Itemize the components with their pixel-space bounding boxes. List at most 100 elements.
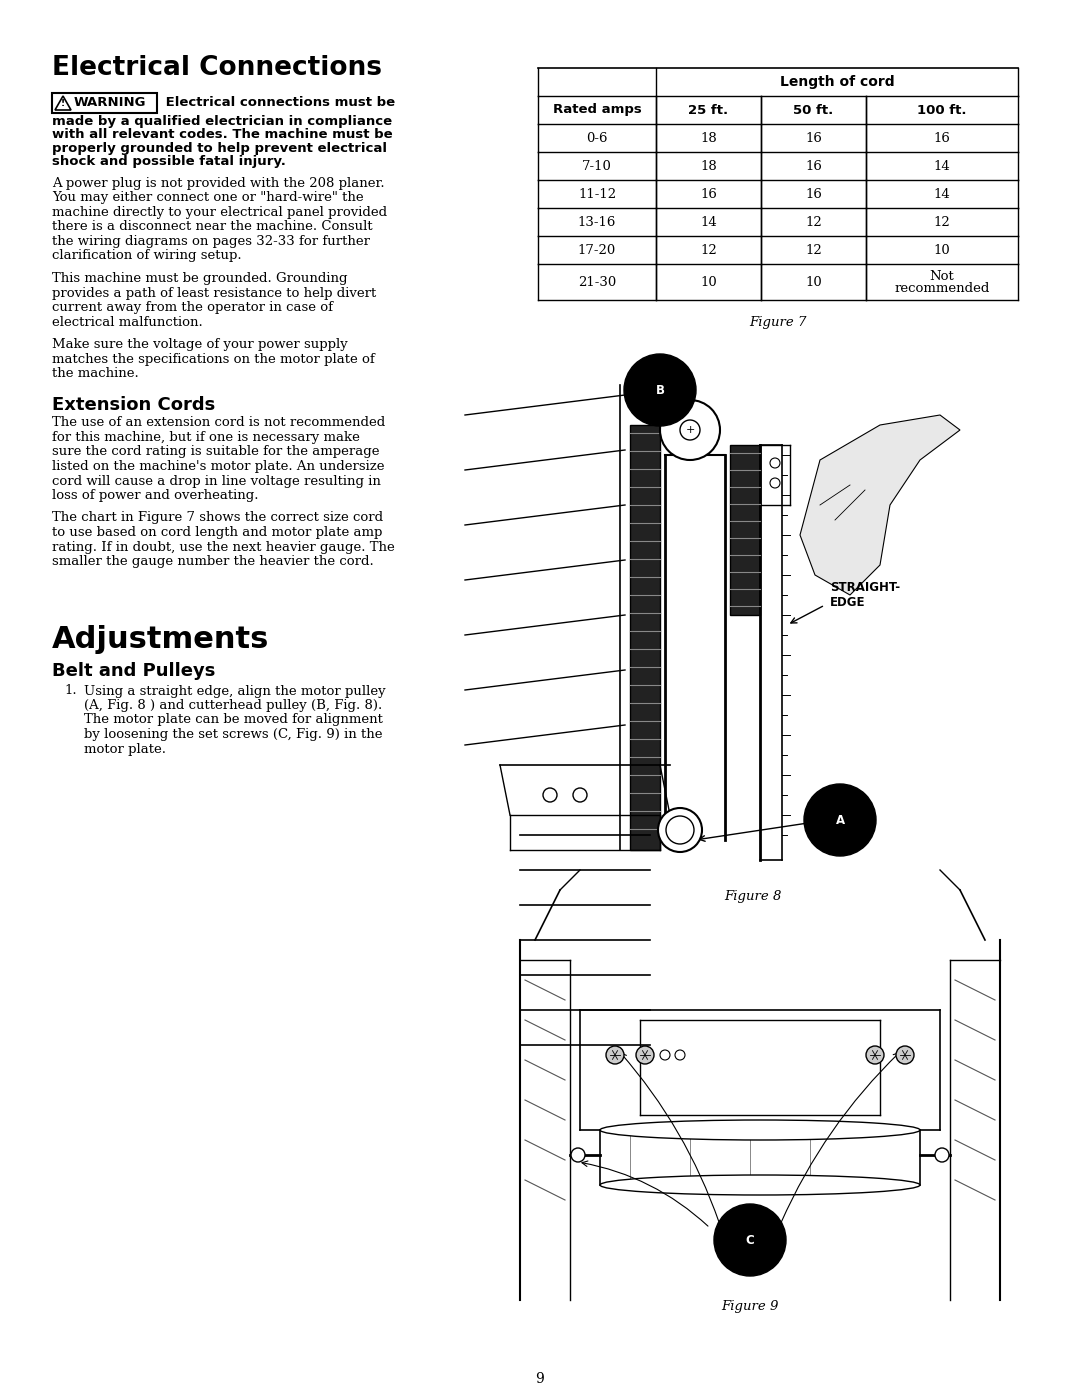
Text: the machine.: the machine. — [52, 367, 138, 380]
Text: rating. If in doubt, use the next heavier gauge. The: rating. If in doubt, use the next heavie… — [52, 541, 395, 553]
Circle shape — [573, 788, 588, 802]
Text: provides a path of least resistance to help divert: provides a path of least resistance to h… — [52, 286, 376, 299]
Text: 16: 16 — [805, 131, 822, 144]
Text: listed on the machine's motor plate. An undersize: listed on the machine's motor plate. An … — [52, 460, 384, 474]
Circle shape — [680, 420, 700, 440]
Text: STRAIGHT-
EDGE: STRAIGHT- EDGE — [831, 581, 900, 609]
Circle shape — [571, 1148, 585, 1162]
Text: 14: 14 — [933, 187, 950, 201]
Text: motor plate.: motor plate. — [84, 742, 166, 756]
Text: to use based on cord length and motor plate amp: to use based on cord length and motor pl… — [52, 527, 382, 539]
FancyBboxPatch shape — [52, 94, 157, 113]
Text: Electrical Connections: Electrical Connections — [52, 54, 382, 81]
Text: there is a disconnect near the machine. Consult: there is a disconnect near the machine. … — [52, 221, 373, 233]
Text: 16: 16 — [700, 187, 717, 201]
Text: 12: 12 — [700, 243, 717, 257]
Text: electrical malfunction.: electrical malfunction. — [52, 316, 203, 328]
Text: 14: 14 — [933, 159, 950, 172]
Text: This machine must be grounded. Grounding: This machine must be grounded. Grounding — [52, 272, 348, 285]
Circle shape — [896, 1046, 914, 1065]
Text: (A, Fig. 8 ) and cutterhead pulley (B, Fig. 8).: (A, Fig. 8 ) and cutterhead pulley (B, F… — [84, 698, 382, 712]
Circle shape — [666, 816, 694, 844]
Polygon shape — [730, 446, 760, 615]
Text: 1.: 1. — [64, 685, 77, 697]
Text: The chart in Figure 7 shows the correct size cord: The chart in Figure 7 shows the correct … — [52, 511, 383, 524]
Text: sure the cord rating is suitable for the amperage: sure the cord rating is suitable for the… — [52, 446, 379, 458]
Text: Not: Not — [930, 270, 955, 284]
Text: recommended: recommended — [894, 282, 989, 295]
Text: 13-16: 13-16 — [578, 215, 617, 229]
Text: properly grounded to help prevent electrical: properly grounded to help prevent electr… — [52, 142, 387, 155]
Text: Figure 8: Figure 8 — [724, 890, 781, 902]
Text: matches the specifications on the motor plate of: matches the specifications on the motor … — [52, 352, 375, 366]
Polygon shape — [800, 415, 960, 595]
Ellipse shape — [600, 1120, 920, 1140]
Text: made by a qualified electrician in compliance: made by a qualified electrician in compl… — [52, 115, 392, 129]
Polygon shape — [55, 96, 71, 110]
Text: with all relevant codes. The machine must be: with all relevant codes. The machine mus… — [52, 129, 393, 141]
Circle shape — [660, 1051, 670, 1060]
Text: 17-20: 17-20 — [578, 243, 616, 257]
Text: 14: 14 — [700, 215, 717, 229]
Text: smaller the gauge number the heavier the cord.: smaller the gauge number the heavier the… — [52, 555, 374, 569]
Circle shape — [675, 1051, 685, 1060]
Circle shape — [543, 788, 557, 802]
Text: 12: 12 — [933, 215, 950, 229]
Text: 12: 12 — [805, 215, 822, 229]
Text: 10: 10 — [933, 243, 950, 257]
Circle shape — [770, 478, 780, 488]
Text: The motor plate can be moved for alignment: The motor plate can be moved for alignme… — [84, 714, 383, 726]
Text: 10: 10 — [805, 275, 822, 289]
Text: Using a straight edge, align the motor pulley: Using a straight edge, align the motor p… — [84, 685, 386, 697]
Text: by loosening the set screws (C, Fig. 9) in the: by loosening the set screws (C, Fig. 9) … — [84, 728, 382, 740]
Circle shape — [866, 1046, 885, 1065]
Text: for this machine, but if one is necessary make: for this machine, but if one is necessar… — [52, 432, 360, 444]
Text: loss of power and overheating.: loss of power and overheating. — [52, 489, 258, 502]
Text: 18: 18 — [700, 159, 717, 172]
Circle shape — [770, 458, 780, 468]
Text: WARNING: WARNING — [75, 96, 147, 109]
Text: 7-10: 7-10 — [582, 159, 612, 172]
Polygon shape — [600, 1130, 920, 1185]
Text: 16: 16 — [933, 131, 950, 144]
Text: Adjustments: Adjustments — [52, 624, 269, 654]
Circle shape — [658, 807, 702, 852]
Text: the wiring diagrams on pages 32-33 for further: the wiring diagrams on pages 32-33 for f… — [52, 235, 370, 249]
Text: clarification of wiring setup.: clarification of wiring setup. — [52, 250, 242, 263]
Text: 25 ft.: 25 ft. — [688, 103, 729, 116]
Text: 16: 16 — [805, 159, 822, 172]
Text: B: B — [656, 384, 664, 397]
Polygon shape — [630, 425, 660, 849]
Text: A: A — [836, 813, 845, 827]
Ellipse shape — [600, 1175, 920, 1194]
Text: A power plug is not provided with the 208 planer.: A power plug is not provided with the 20… — [52, 177, 384, 190]
Text: Belt and Pulleys: Belt and Pulleys — [52, 662, 215, 680]
Text: 9: 9 — [536, 1372, 544, 1386]
Circle shape — [660, 400, 720, 460]
Text: C: C — [745, 1234, 754, 1246]
Text: 0-6: 0-6 — [586, 131, 608, 144]
Text: The use of an extension cord is not recommended: The use of an extension cord is not reco… — [52, 416, 386, 429]
Text: 12: 12 — [805, 243, 822, 257]
Text: Extension Cords: Extension Cords — [52, 395, 215, 414]
Text: !: ! — [60, 99, 65, 109]
Text: Length of cord: Length of cord — [780, 75, 894, 89]
Text: Figure 7: Figure 7 — [750, 316, 807, 330]
Text: current away from the operator in case of: current away from the operator in case o… — [52, 300, 333, 314]
Circle shape — [636, 1046, 654, 1065]
Text: shock and possible fatal injury.: shock and possible fatal injury. — [52, 155, 286, 169]
Text: 16: 16 — [805, 187, 822, 201]
Text: +: + — [686, 425, 694, 434]
Text: 21-30: 21-30 — [578, 275, 616, 289]
Circle shape — [606, 1046, 624, 1065]
Text: Make sure the voltage of your power supply: Make sure the voltage of your power supp… — [52, 338, 348, 351]
Text: Figure 9: Figure 9 — [721, 1301, 779, 1313]
Text: Electrical connections must be: Electrical connections must be — [161, 96, 395, 109]
Text: 10: 10 — [700, 275, 717, 289]
Text: 50 ft.: 50 ft. — [794, 103, 834, 116]
Circle shape — [935, 1148, 949, 1162]
Text: 18: 18 — [700, 131, 717, 144]
Text: 100 ft.: 100 ft. — [917, 103, 967, 116]
Text: Rated amps: Rated amps — [553, 103, 642, 116]
Text: You may either connect one or "hard-wire" the: You may either connect one or "hard-wire… — [52, 191, 364, 204]
